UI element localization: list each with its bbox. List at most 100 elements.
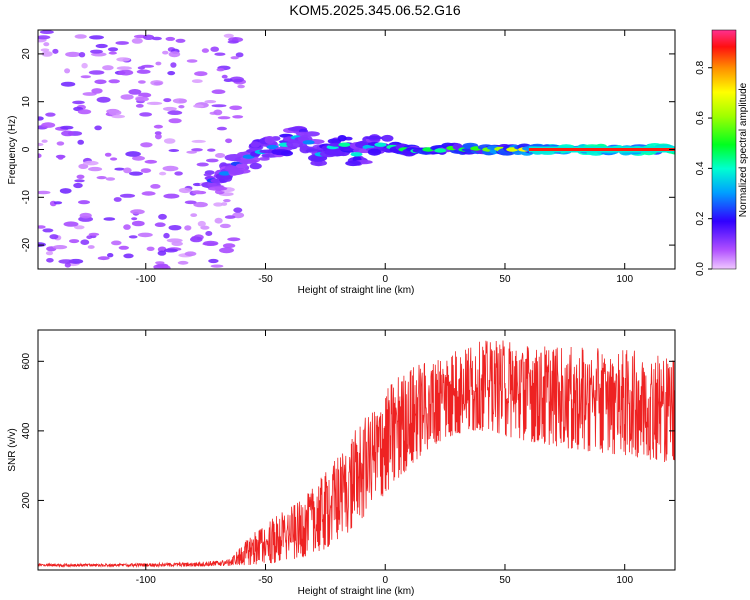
y-tick-label: 20 bbox=[21, 48, 32, 60]
noise-blob bbox=[38, 116, 44, 121]
noise-blob bbox=[191, 139, 206, 143]
noise-blob bbox=[96, 96, 111, 103]
noise-blob bbox=[222, 243, 236, 249]
ridge-blob bbox=[264, 136, 275, 144]
noise-blob bbox=[165, 36, 176, 41]
noise-blob bbox=[141, 191, 156, 196]
noise-blob bbox=[60, 81, 76, 87]
noise-blob bbox=[137, 232, 153, 238]
noise-blob bbox=[120, 94, 134, 100]
x-tick-label: -50 bbox=[258, 575, 273, 586]
ridge-core bbox=[302, 140, 315, 145]
colorbar-tick-label: 0.8 bbox=[695, 60, 706, 74]
noise-blob bbox=[78, 200, 90, 205]
noise-blob bbox=[95, 43, 108, 49]
x-tick-label: 0 bbox=[382, 575, 388, 586]
noise-blob bbox=[146, 101, 163, 105]
noise-blob bbox=[172, 98, 187, 104]
noise-blob bbox=[167, 110, 183, 115]
noise-blob bbox=[88, 232, 100, 236]
spectrogram-y-axis-label: Frequency (Hz) bbox=[7, 116, 18, 185]
colorbar-frame bbox=[711, 29, 737, 270]
noise-blob bbox=[168, 149, 180, 152]
colorbar: 0.0 0.2 0.4 0.6 0.8 Normalized spectral ampl… bbox=[695, 29, 749, 276]
noise-blob bbox=[139, 112, 153, 117]
noise-blob bbox=[58, 259, 74, 264]
colorbar-gradient bbox=[712, 30, 736, 269]
snr-y-axis-label: SNR (v/v) bbox=[7, 428, 18, 471]
noise-blob bbox=[162, 165, 179, 172]
noise-blob bbox=[208, 258, 219, 264]
ridge-core bbox=[350, 152, 363, 157]
noise-blob bbox=[103, 217, 116, 221]
colorbar-tick-label: 0.4 bbox=[695, 161, 706, 175]
noise-blob bbox=[167, 71, 176, 76]
carrier-band-inner bbox=[528, 148, 675, 151]
snr-panel: -100 -50 0 50 100 200 400 600 Height of straigh… bbox=[7, 329, 676, 597]
noise-blob bbox=[94, 79, 107, 85]
noise-blob bbox=[88, 166, 103, 172]
noise-blob bbox=[60, 125, 74, 130]
noise-blob bbox=[108, 79, 120, 84]
noise-blob bbox=[38, 35, 51, 40]
noise-blob bbox=[210, 264, 224, 268]
noise-blob bbox=[229, 105, 243, 111]
noise-blob bbox=[205, 231, 213, 236]
noise-blob bbox=[136, 69, 151, 74]
x-tick-label: -50 bbox=[258, 274, 273, 285]
noise-blob bbox=[65, 51, 81, 58]
noise-blob bbox=[40, 48, 50, 52]
noise-blob bbox=[163, 193, 180, 199]
y-tick-label: 0 bbox=[21, 146, 32, 152]
noise-blob bbox=[177, 260, 189, 265]
noise-blob bbox=[118, 245, 129, 250]
noise-blob bbox=[235, 52, 244, 58]
noise-blob bbox=[81, 62, 88, 69]
noise-blob bbox=[168, 51, 181, 58]
noise-blob bbox=[170, 62, 177, 68]
ridge-core bbox=[338, 142, 351, 147]
noise-blob bbox=[207, 148, 216, 152]
noise-blob bbox=[140, 168, 152, 174]
snr-frame bbox=[37, 329, 676, 571]
noise-blob bbox=[116, 66, 132, 71]
snr-x-axis-label: Height of straight line (km) bbox=[298, 586, 415, 597]
noise-blob bbox=[201, 48, 209, 53]
noise-blob bbox=[69, 239, 80, 244]
noise-blob bbox=[88, 70, 105, 75]
noise-blob bbox=[116, 57, 131, 62]
noise-blob bbox=[159, 171, 167, 176]
spectrogram-x-axis-label: Height of straight line (km) bbox=[298, 285, 415, 296]
noise-blob bbox=[150, 184, 161, 189]
noise-blob bbox=[154, 222, 166, 227]
noise-blob bbox=[178, 105, 185, 109]
noise-blob bbox=[224, 215, 236, 219]
noise-blob bbox=[61, 130, 75, 137]
noise-blob bbox=[191, 79, 203, 83]
noise-blob bbox=[42, 228, 54, 233]
noise-blob bbox=[213, 202, 224, 207]
noise-blob bbox=[53, 201, 63, 205]
y-tick-label: -20 bbox=[21, 237, 32, 252]
ridge-blob bbox=[345, 160, 361, 167]
noise-blob bbox=[59, 188, 72, 194]
noise-blob bbox=[91, 88, 103, 94]
noise-blob bbox=[82, 92, 97, 96]
ridge-blob bbox=[238, 159, 258, 164]
noise-blob bbox=[87, 245, 95, 249]
noise-blob bbox=[190, 213, 198, 218]
noise-blob bbox=[38, 190, 51, 195]
noise-blob bbox=[194, 71, 208, 77]
ridge-blob bbox=[327, 138, 342, 144]
noise-blob bbox=[123, 167, 132, 174]
noise-blob bbox=[113, 197, 122, 202]
noise-blob bbox=[80, 75, 92, 79]
noise-blob bbox=[213, 109, 223, 116]
noise-blob bbox=[230, 56, 239, 60]
noise-blob bbox=[204, 100, 217, 104]
noise-blob bbox=[211, 104, 227, 108]
noise-blob bbox=[89, 35, 104, 40]
noise-blob bbox=[128, 89, 142, 95]
